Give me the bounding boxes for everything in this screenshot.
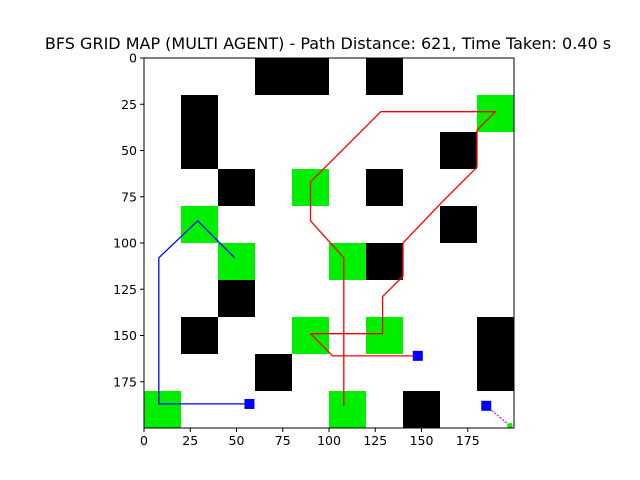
obstacle-cell	[366, 243, 403, 280]
obstacle-cell	[181, 95, 218, 169]
y-tick-label: 100	[113, 236, 137, 251]
y-tick-label: 50	[121, 143, 137, 158]
y-tick-label: 0	[129, 51, 137, 66]
obstacle-cell	[477, 317, 514, 391]
obstacle-cell	[366, 169, 403, 206]
goal-cell	[477, 95, 514, 132]
path-end-marker	[507, 423, 513, 428]
obstacle-cell	[255, 58, 329, 95]
obstacle-cell	[440, 206, 477, 243]
obstacle-cell	[440, 132, 477, 169]
x-tick-label: 150	[410, 433, 434, 448]
x-tick-label: 0	[140, 433, 148, 448]
obstacle-cell	[218, 169, 255, 206]
agent-marker	[412, 350, 423, 361]
obstacle-cell	[218, 280, 255, 317]
x-tick-label: 100	[317, 433, 341, 448]
agent-marker	[244, 398, 255, 409]
agent-marker	[481, 400, 492, 411]
y-tick-label: 175	[113, 374, 137, 389]
goal-cell	[329, 243, 366, 280]
obstacle-cell	[255, 354, 292, 391]
x-tick-label: 125	[363, 433, 387, 448]
obstacle-cell	[366, 58, 403, 95]
goal-cell	[144, 391, 181, 428]
y-tick-label: 125	[113, 282, 137, 297]
plot-content	[144, 58, 514, 428]
agent-path-line	[309, 111, 497, 406]
plot-area	[143, 57, 515, 429]
y-tick-label: 75	[121, 189, 137, 204]
goal-cell	[329, 391, 366, 428]
y-tick-label: 150	[113, 328, 137, 343]
x-tick-label: 75	[275, 433, 291, 448]
goal-cell	[292, 317, 329, 354]
x-tick-label: 175	[456, 433, 480, 448]
obstacle-cell	[403, 391, 440, 428]
goal-cell	[218, 243, 255, 280]
agent-path-line	[158, 220, 250, 405]
chart-title: BFS GRID MAP (MULTI AGENT) - Path Distan…	[45, 34, 611, 53]
goal-cell	[181, 206, 218, 243]
x-tick-label: 25	[182, 433, 198, 448]
x-tick-label: 50	[229, 433, 245, 448]
goal-cell	[366, 317, 403, 354]
y-tick-label: 25	[121, 97, 137, 112]
axis-ticks: 0 25 50 75 100 125 150 175 0 25 50 75 100 125 150 175	[113, 51, 480, 449]
obstacle-cell	[181, 317, 218, 354]
